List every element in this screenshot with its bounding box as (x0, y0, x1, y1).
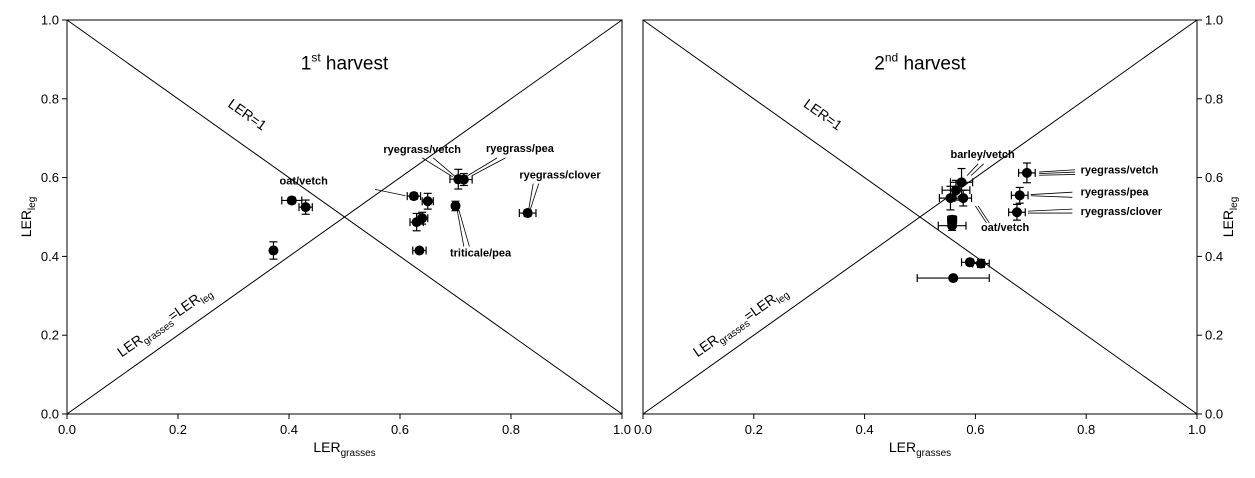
annotation-leader-line (1039, 169, 1076, 173)
panel-1: 0.0 0.2 0.4 0.6 0.8 1.0 0.0 0.2 0.4 0.6 0.8 1.0 LERg… (18, 13, 631, 460)
annotation-label: ryegrass/vetch (1081, 165, 1159, 177)
x-tick-label: 0.4 (280, 422, 298, 437)
y-tick-label: 0.4 (1205, 249, 1223, 264)
annotation-leader-line (471, 157, 506, 176)
x-tick-label: 1.0 (1188, 422, 1206, 437)
annotation-leader-line (530, 183, 540, 210)
y-tick-label: 0.6 (41, 170, 59, 185)
annotation-leader-line (458, 209, 470, 247)
annotation-label: triticale/pea (450, 247, 512, 259)
data-point (458, 174, 469, 185)
data-point (948, 273, 959, 284)
annotation-leader-line (421, 157, 453, 178)
annotation-label: oat/vetch (280, 175, 329, 187)
annotation-leader-line (1028, 208, 1073, 212)
panel-title: 2nd harvest (874, 50, 966, 74)
y-axis-title: LERleg (1220, 197, 1240, 238)
annotation-label: oat/vetch (981, 222, 1030, 234)
y-tick-label: 1.0 (41, 13, 59, 28)
annotation-label: ryegrass/vetch (383, 144, 461, 156)
data-point (408, 191, 419, 202)
data-point (286, 195, 297, 206)
y-tick-label: 0.0 (1205, 407, 1223, 422)
y-tick-label: 0.4 (41, 249, 59, 264)
x-tick-label: 0.2 (745, 422, 763, 437)
annotation-leader-line (977, 205, 990, 224)
x-tick-label: 1.0 (613, 422, 631, 437)
ler-equals-one-label: LER=1 (801, 95, 846, 133)
x-tick-label: 0.4 (856, 422, 874, 437)
data-point (1014, 190, 1025, 201)
plot-frame (642, 19, 1198, 415)
panel-2: 0.0 0.2 0.4 0.6 0.8 1.00.00.20.40.60.81.0LERg… (634, 13, 1240, 460)
y-axis-title: LERleg (18, 197, 38, 238)
y-tick-label: 0.2 (41, 328, 59, 343)
annotation-leader-line (1039, 171, 1076, 175)
panel-title: 1st harvest (301, 50, 389, 74)
y-tick-label: 0.8 (1205, 91, 1223, 106)
y-tick-label: 1.0 (1205, 13, 1223, 28)
data-point (450, 200, 461, 211)
annotation-leader-line (374, 189, 406, 197)
data-point (1011, 207, 1022, 218)
data-point (958, 193, 969, 204)
annotation-label: ryegrass/pea (486, 143, 555, 155)
data-point (268, 245, 279, 256)
data-point (951, 185, 962, 196)
data-point (1021, 167, 1032, 178)
annotation-label: ryegrass/pea (1081, 186, 1150, 198)
annotation-leader-line (1039, 174, 1076, 176)
data-point (522, 208, 533, 219)
x-axis-title: LERgrasses (889, 439, 951, 459)
annotation-leader-line (1030, 195, 1073, 198)
x-tick-label: 0.6 (391, 422, 409, 437)
data-point (947, 220, 958, 231)
y-tick-label: 0.6 (1205, 170, 1223, 185)
annotation-leader-line (966, 163, 979, 176)
annotation-label: ryegrass/clover (519, 169, 601, 181)
annotation-leader-line (456, 209, 465, 247)
data-point (964, 257, 975, 268)
x-tick-label: 0.6 (966, 422, 984, 437)
x-tick-label: 0.8 (502, 422, 520, 437)
annotation-label: ryegrass/clover (1081, 206, 1163, 218)
ler-equality-line (642, 19, 1198, 415)
x-tick-label: 0.0 (58, 422, 76, 437)
data-point (417, 213, 428, 224)
data-point (422, 196, 433, 207)
x-tick-label: 0.8 (1077, 422, 1095, 437)
y-tick-label: 0.0 (41, 407, 59, 422)
data-point (975, 258, 986, 269)
data-point (414, 245, 425, 256)
ler-equality-label: LERgrasses=LERleg (114, 283, 216, 364)
x-axis-title: LERgrasses (313, 439, 375, 459)
x-tick-label: 0.0 (634, 422, 652, 437)
annotation-leader-line (433, 157, 456, 178)
annotation-leader-line (975, 205, 987, 224)
y-tick-label: 0.8 (41, 91, 59, 106)
annotation-leader-line (1030, 191, 1073, 195)
ler-equality-label: LERgrasses=LERleg (690, 283, 792, 364)
annotation-label: barley/vetch (950, 149, 1014, 161)
plot-frame (66, 19, 623, 415)
data-point (956, 177, 967, 188)
annotation-leader-line (970, 163, 984, 176)
x-tick-label: 0.2 (169, 422, 187, 437)
ler-equals-one-label: LER=1 (225, 95, 270, 133)
annotation-leader-line (467, 157, 498, 176)
annotation-leader-line (528, 183, 534, 210)
y-tick-label: 0.2 (1205, 328, 1223, 343)
ler-equality-line (66, 19, 623, 415)
data-point (300, 202, 311, 213)
